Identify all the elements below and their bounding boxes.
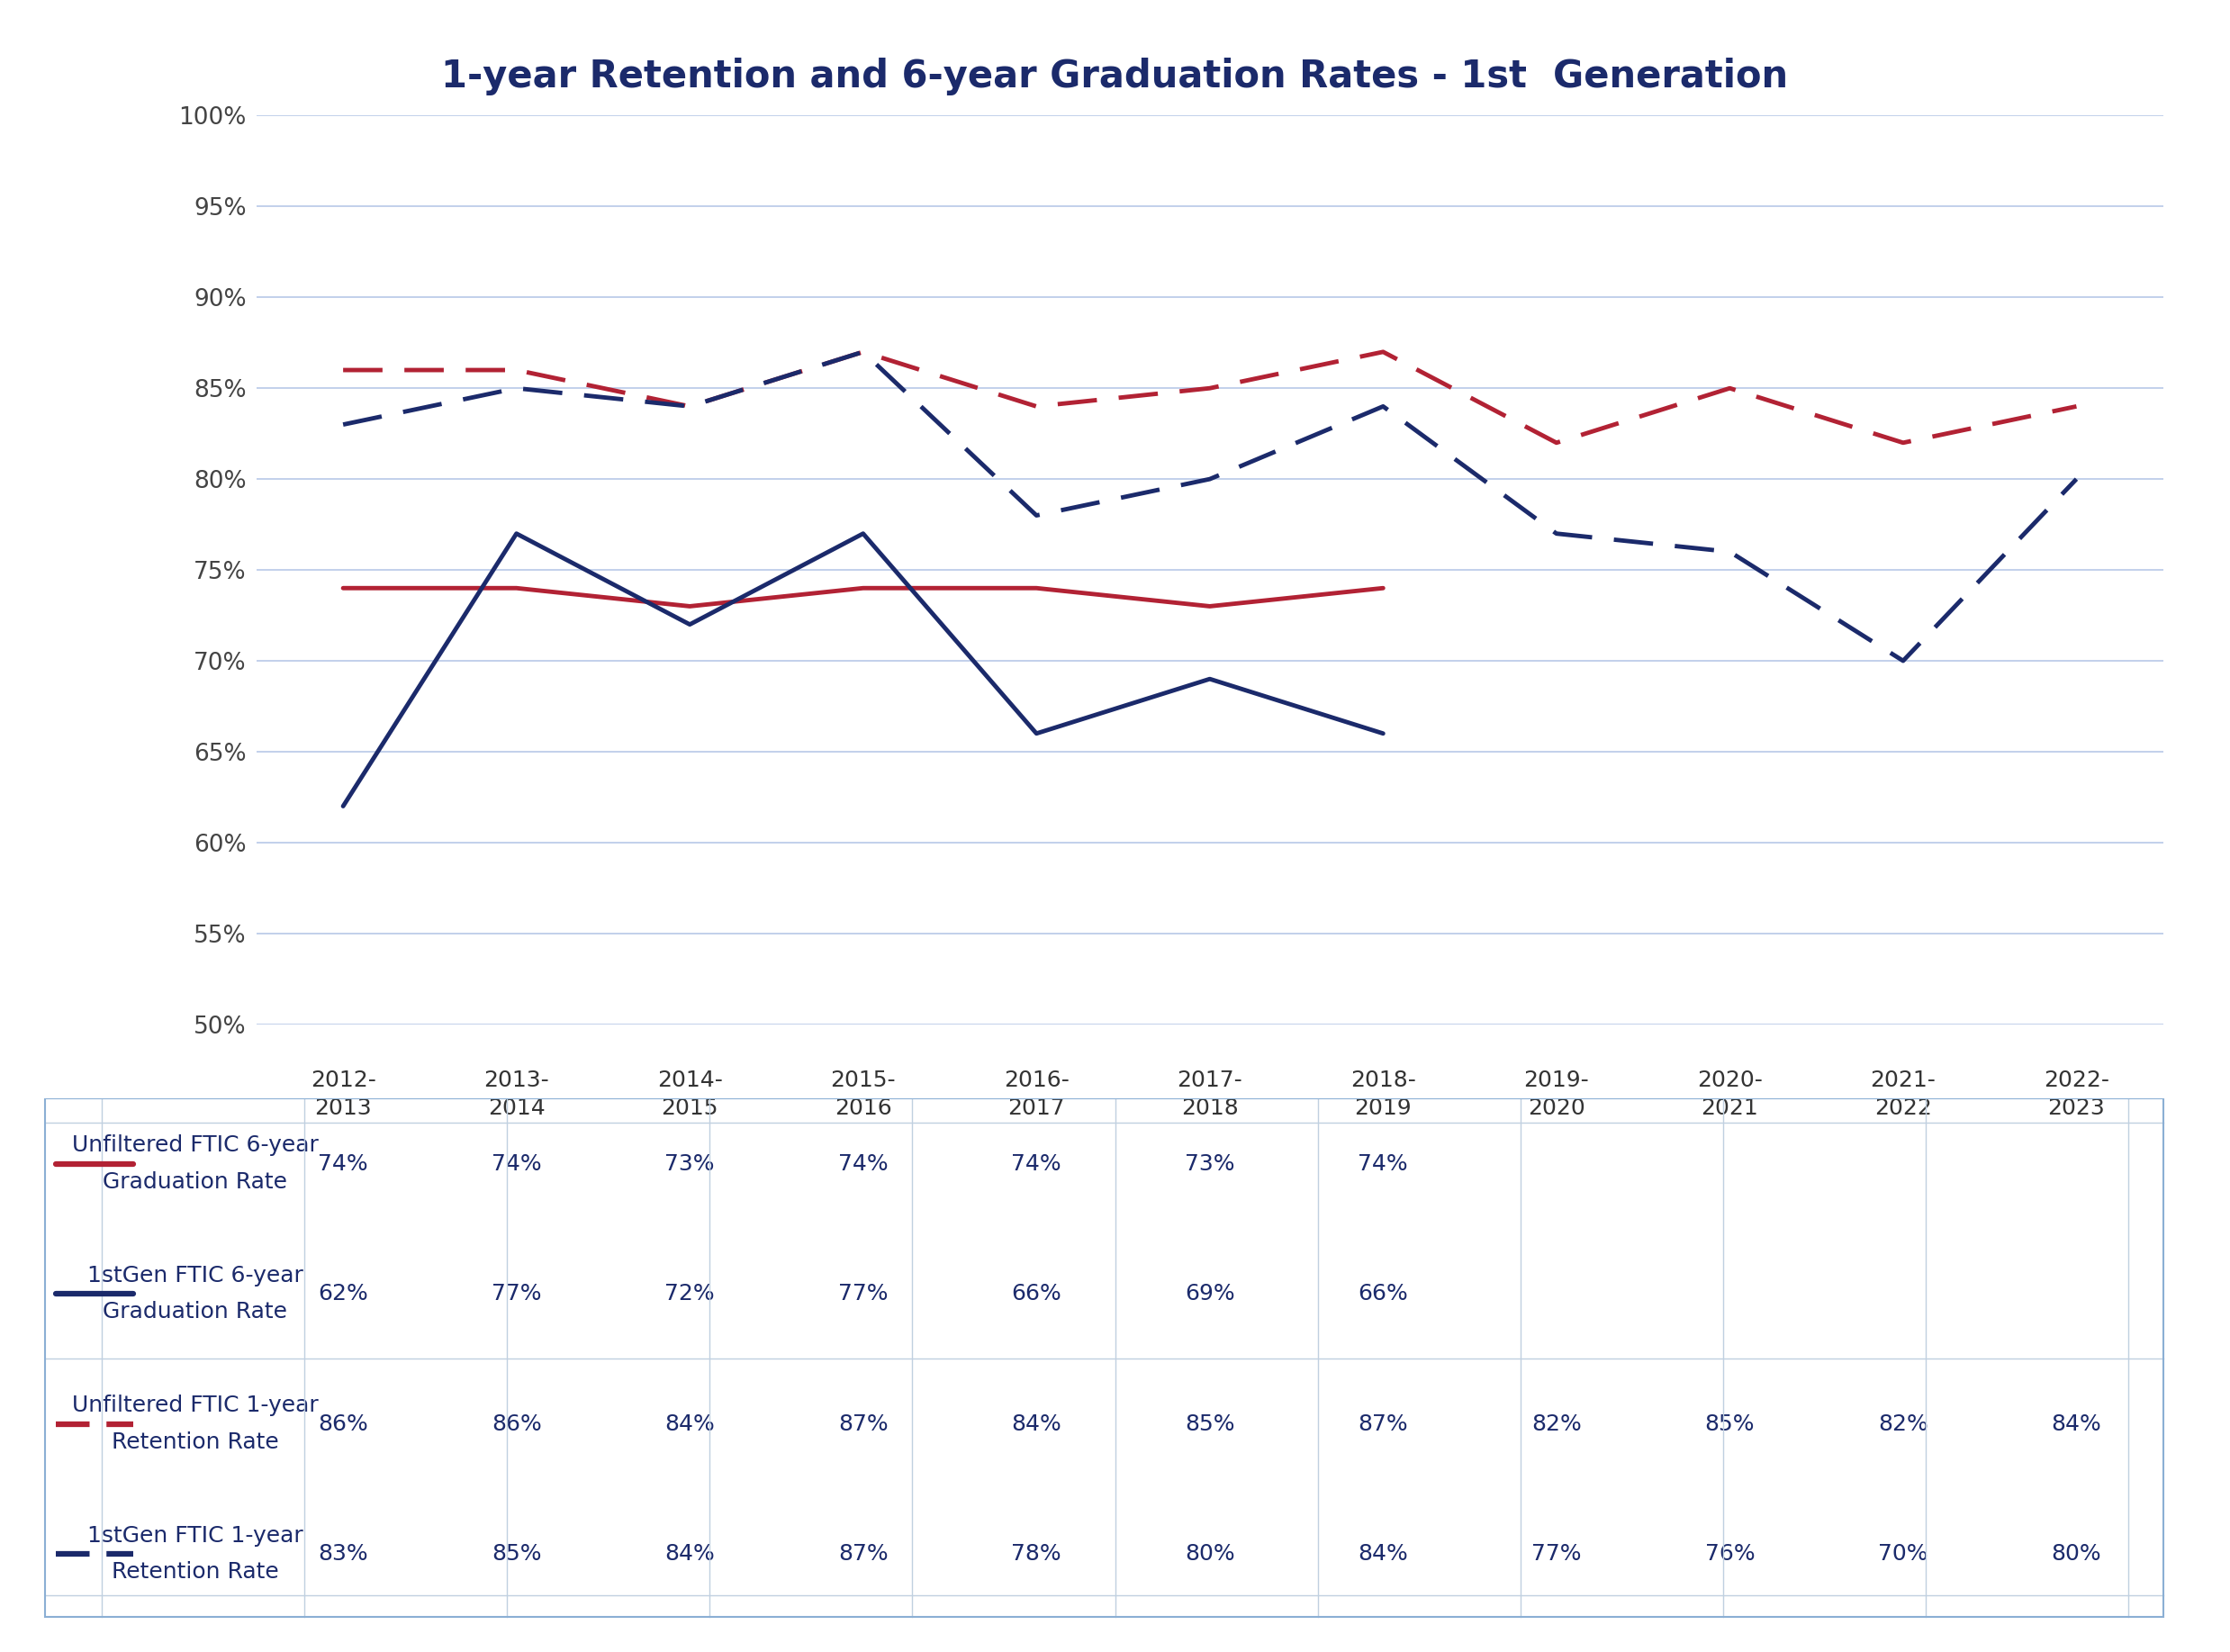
Text: 83%: 83% — [319, 1543, 368, 1564]
Text: 2017-
2018: 2017- 2018 — [1177, 1069, 1242, 1120]
Text: 86%: 86% — [491, 1412, 542, 1434]
Text: 84%: 84% — [1358, 1543, 1407, 1564]
Text: 62%: 62% — [319, 1284, 368, 1305]
Text: 73%: 73% — [665, 1153, 716, 1175]
Text: 84%: 84% — [665, 1412, 716, 1434]
Text: 87%: 87% — [838, 1543, 888, 1564]
Text: 73%: 73% — [1184, 1153, 1235, 1175]
Text: 86%: 86% — [319, 1412, 368, 1434]
Text: Retention Rate: Retention Rate — [112, 1431, 279, 1452]
Text: 87%: 87% — [838, 1412, 888, 1434]
Text: 74%: 74% — [1358, 1153, 1407, 1175]
Text: 78%: 78% — [1012, 1543, 1061, 1564]
Text: 80%: 80% — [2052, 1543, 2101, 1564]
Text: 85%: 85% — [491, 1543, 542, 1564]
Text: 2013-
2014: 2013- 2014 — [484, 1069, 549, 1120]
Text: 2021-
2022: 2021- 2022 — [1871, 1069, 1936, 1120]
Text: 84%: 84% — [2052, 1412, 2101, 1434]
Text: 74%: 74% — [1012, 1153, 1061, 1175]
Text: Graduation Rate: Graduation Rate — [103, 1302, 288, 1323]
Text: 85%: 85% — [1184, 1412, 1235, 1434]
Text: 2019-
2020: 2019- 2020 — [1523, 1069, 1590, 1120]
Text: 74%: 74% — [491, 1153, 542, 1175]
Text: 2014-
2015: 2014- 2015 — [658, 1069, 723, 1120]
Text: 1stGen FTIC 6-year: 1stGen FTIC 6-year — [87, 1265, 303, 1287]
Text: 1stGen FTIC 1-year: 1stGen FTIC 1-year — [87, 1525, 303, 1546]
Text: 74%: 74% — [319, 1153, 368, 1175]
Text: 74%: 74% — [838, 1153, 888, 1175]
Text: 84%: 84% — [1012, 1412, 1061, 1434]
Text: 2012-
2013: 2012- 2013 — [310, 1069, 377, 1120]
Text: 85%: 85% — [1704, 1412, 1755, 1434]
Text: 66%: 66% — [1012, 1284, 1061, 1305]
Text: Unfiltered FTIC 6-year: Unfiltered FTIC 6-year — [71, 1135, 319, 1156]
Text: 1-year Retention and 6-year Graduation Rates - 1st  Generation: 1-year Retention and 6-year Graduation R… — [442, 58, 1788, 96]
Text: Unfiltered FTIC 1-year: Unfiltered FTIC 1-year — [71, 1394, 319, 1416]
Text: 2016-
2017: 2016- 2017 — [1004, 1069, 1068, 1120]
Text: 70%: 70% — [1878, 1543, 1929, 1564]
Text: Graduation Rate: Graduation Rate — [103, 1171, 288, 1193]
Text: 69%: 69% — [1184, 1284, 1235, 1305]
Text: 77%: 77% — [1532, 1543, 1581, 1564]
Text: 2022-
2023: 2022- 2023 — [2043, 1069, 2110, 1120]
Text: 2015-
2016: 2015- 2016 — [830, 1069, 896, 1120]
Text: 2018-
2019: 2018- 2019 — [1351, 1069, 1416, 1120]
Text: 82%: 82% — [1532, 1412, 1581, 1434]
Text: 72%: 72% — [665, 1284, 716, 1305]
Text: 66%: 66% — [1358, 1284, 1407, 1305]
Text: 82%: 82% — [1878, 1412, 1929, 1434]
Text: Retention Rate: Retention Rate — [112, 1561, 279, 1583]
Text: 84%: 84% — [665, 1543, 716, 1564]
Text: 87%: 87% — [1358, 1412, 1407, 1434]
Text: 76%: 76% — [1704, 1543, 1755, 1564]
Text: 77%: 77% — [491, 1284, 542, 1305]
Text: 80%: 80% — [1184, 1543, 1235, 1564]
Text: 2020-
2021: 2020- 2021 — [1697, 1069, 1762, 1120]
Text: 77%: 77% — [838, 1284, 888, 1305]
